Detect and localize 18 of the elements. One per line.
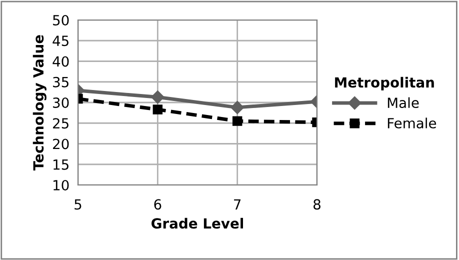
legend-label: Female bbox=[388, 118, 436, 128]
y-tick-label: 25 bbox=[53, 118, 68, 129]
y-tick-label: 45 bbox=[52, 36, 68, 46]
legend-title: Metropolitan bbox=[335, 76, 434, 90]
x-tick-label: 5 bbox=[74, 199, 82, 210]
legend-label: Male bbox=[388, 97, 419, 108]
y-tick-label: 30 bbox=[53, 97, 69, 108]
y-tick-label: 35 bbox=[53, 76, 68, 88]
y-tick-label: 15 bbox=[54, 160, 68, 170]
x-tick-label: 7 bbox=[234, 199, 241, 210]
y-axis-title: Technology Value bbox=[32, 35, 46, 171]
x-axis-title: Grade Level bbox=[152, 218, 243, 229]
y-tick-label: 40 bbox=[52, 56, 69, 67]
y-tick-label: 50 bbox=[53, 14, 69, 26]
y-tick-label: 10 bbox=[54, 180, 69, 190]
x-tick-label: 8 bbox=[314, 199, 320, 210]
x-tick-label: 6 bbox=[154, 199, 162, 210]
y-tick-label: 20 bbox=[53, 138, 69, 150]
